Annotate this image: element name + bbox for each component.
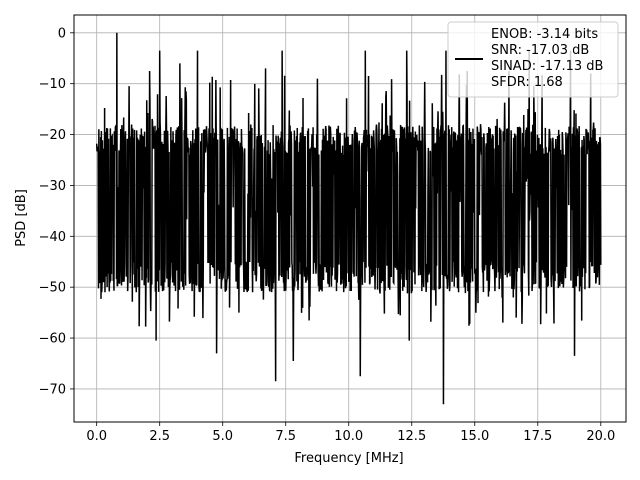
y-tick-label: −30 bbox=[39, 179, 66, 194]
y-tick-label: 0 bbox=[58, 26, 66, 41]
psd-series bbox=[95, 32, 602, 405]
y-tick-label: −50 bbox=[39, 281, 66, 296]
legend-entry-sinad: SINAD: -17.13 dB bbox=[491, 59, 603, 74]
y-tick-label: −20 bbox=[39, 128, 66, 143]
x-tick-label: 5.0 bbox=[212, 429, 233, 444]
x-axis-label: Frequency [MHz] bbox=[294, 451, 403, 466]
legend-entry-snr: SNR: -17.03 dB bbox=[491, 43, 589, 58]
axes-frame bbox=[73, 14, 627, 423]
y-tick-label: −10 bbox=[39, 77, 66, 92]
legend: ENOB: -3.14 bits SNR: -17.03 dB SINAD: -… bbox=[447, 21, 619, 98]
y-tick-label: −70 bbox=[39, 382, 66, 397]
x-tick-label: 17.5 bbox=[523, 429, 552, 444]
x-tick-label: 2.5 bbox=[149, 429, 170, 444]
legend-box bbox=[447, 21, 619, 98]
x-tick-label: 0.0 bbox=[86, 429, 107, 444]
x-tick-label: 15.0 bbox=[460, 429, 489, 444]
x-tick-label: 12.5 bbox=[397, 429, 426, 444]
x-tick-label: 7.5 bbox=[275, 429, 296, 444]
x-tick-label: 10.0 bbox=[334, 429, 363, 444]
x-axis-ticks: 0.0 2.5 5.0 7.5 10.0 12.5 15.0 17.5 20.0 bbox=[86, 422, 615, 444]
y-axis-label: PSD [dB] bbox=[14, 189, 29, 247]
y-tick-label: −60 bbox=[39, 332, 66, 347]
y-axis-ticks: 0 −10 −20 −30 −40 −50 −60 −70 bbox=[39, 26, 74, 397]
y-tick-label: −40 bbox=[39, 230, 66, 245]
x-tick-label: 20.0 bbox=[586, 429, 615, 444]
legend-entry-sfdr: SFDR: 1.68 bbox=[491, 75, 563, 90]
psd-trace bbox=[95, 32, 602, 405]
legend-entry-enob: ENOB: -3.14 bits bbox=[491, 27, 598, 42]
